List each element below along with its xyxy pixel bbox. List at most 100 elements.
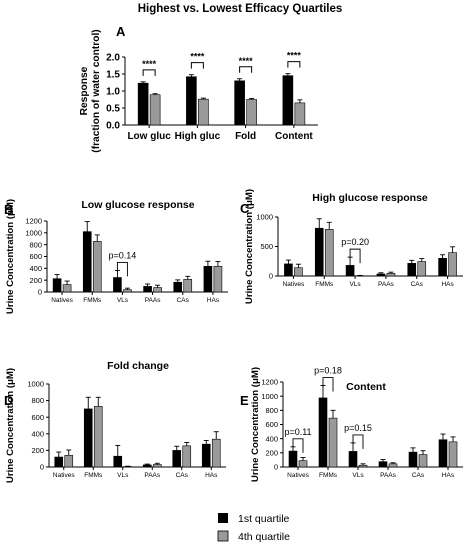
bar-1st-quartile: [438, 439, 448, 468]
x-tick-label: HAs: [442, 472, 455, 479]
x-tick-label: VLs: [349, 281, 361, 288]
bar-1st-quartile: [113, 277, 122, 293]
y-tick-label: 1000: [27, 380, 44, 389]
bar-1st-quartile: [186, 76, 197, 126]
bar-1st-quartile: [284, 263, 293, 277]
bar-1st-quartile: [345, 265, 355, 277]
significance-bracket: [190, 62, 204, 69]
bar-4th-quartile: [448, 252, 457, 277]
y-axis-label: Urine Concentration (μM): [244, 189, 255, 304]
significance-bracket: [287, 61, 301, 68]
y-tick-label: 0.0: [106, 121, 120, 132]
x-tick-label: PAAs: [145, 297, 162, 304]
y-tick-label: 0.5: [106, 104, 120, 115]
panel-letter: B: [4, 202, 13, 217]
bar-4th-quartile: [182, 445, 192, 468]
chart-title: Highest vs. Lowest Efficacy Quartiles: [138, 3, 343, 15]
bar-1st-quartile: [54, 456, 64, 468]
chart-title: High glucose response: [312, 192, 428, 204]
x-tick-label: CAs: [412, 472, 425, 479]
panel-letter: D: [4, 393, 13, 408]
bar-1st-quartile: [282, 75, 294, 126]
legend-swatch-4th-quartile: [217, 530, 229, 542]
bar-4th-quartile: [328, 417, 338, 468]
y-axis-label: Urine Concentration (μM): [5, 368, 16, 483]
chart-title: Content: [346, 381, 386, 393]
bar-4th-quartile: [198, 98, 209, 126]
significance-bracket: [322, 377, 334, 392]
y-axis-label: Urine Concentration (μM): [5, 199, 16, 314]
p-value-label: p=0.15: [344, 423, 372, 433]
bar-1st-quartile: [83, 408, 93, 468]
chart-title: Fold change: [107, 360, 169, 372]
bar-4th-quartile: [324, 229, 334, 277]
y-tick-label: 1000: [261, 392, 278, 401]
x-tick-label: FMMs: [83, 297, 102, 304]
bar-1st-quartile: [348, 451, 358, 468]
bar-4th-quartile: [123, 289, 132, 293]
bar-4th-quartile: [418, 454, 428, 468]
x-tick-label: HAs: [441, 281, 454, 288]
bar-4th-quartile: [358, 464, 368, 468]
bar-1st-quartile: [113, 455, 123, 468]
y-tick-label: 1000: [256, 213, 273, 222]
x-tick-label: HAs: [205, 472, 218, 479]
y-tick-label: 600: [29, 252, 42, 261]
y-tick-label: 800: [29, 240, 42, 249]
legend-swatch-1st-quartile: [218, 513, 228, 523]
bar-1st-quartile: [142, 464, 152, 468]
x-tick-label: CAs: [411, 281, 424, 288]
y-tick-label: 0: [38, 288, 42, 297]
bar-4th-quartile: [298, 460, 308, 468]
bar-1st-quartile: [407, 263, 417, 277]
bar-1st-quartile: [378, 461, 388, 468]
bar-4th-quartile: [211, 438, 221, 468]
legend-label-1st-quartile: 1st quartile: [238, 513, 290, 525]
bar-4th-quartile: [386, 273, 396, 277]
y-tick-label: 1000: [25, 228, 42, 237]
x-tick-label: VLs: [117, 297, 129, 304]
y-tick-label: 600: [31, 413, 44, 422]
bar-1st-quartile: [82, 231, 92, 293]
y-axis-label: (fraction of water control): [91, 29, 102, 152]
bar-1st-quartile: [408, 451, 418, 468]
significance-bracket: [142, 69, 156, 76]
bar-4th-quartile: [417, 261, 427, 277]
bar-1st-quartile: [172, 450, 182, 468]
x-tick-label: VLs: [352, 472, 364, 479]
y-tick-label: 0: [40, 463, 44, 472]
x-tick-label: Fold: [235, 131, 256, 142]
bar-1st-quartile: [137, 82, 149, 126]
p-value-label: p=0.14: [109, 250, 137, 260]
bar-1st-quartile: [203, 265, 213, 293]
y-tick-label: 500: [260, 242, 273, 251]
y-tick-label: 0: [274, 463, 278, 472]
bar-4th-quartile: [92, 241, 102, 293]
y-tick-label: 1200: [261, 378, 278, 387]
significance-bracket: [116, 261, 128, 277]
y-tick-label: 1.0: [106, 87, 120, 98]
x-tick-label: VLs: [117, 472, 129, 479]
x-tick-label: Natives: [287, 472, 309, 479]
bar-4th-quartile: [64, 455, 74, 468]
legend-label-4th-quartile: 4th quartile: [238, 531, 290, 543]
bar-4th-quartile: [93, 406, 103, 468]
significance-label: ****: [142, 59, 157, 69]
bar-4th-quartile: [62, 284, 72, 293]
panel-d: D Fold change Urine Concentration (μM) 0 200…: [4, 360, 226, 483]
bar-4th-quartile: [183, 278, 193, 293]
panel-a: A Highest vs. Lowest Efficacy Quartiles Re…: [79, 3, 342, 153]
p-value-label: p=0.20: [341, 237, 369, 247]
panel-letter: C: [240, 201, 250, 216]
bar-4th-quartile: [246, 99, 257, 126]
y-tick-label: 200: [265, 448, 278, 457]
p-value-label: p=0.18: [314, 366, 342, 376]
y-tick-label: 400: [29, 264, 42, 273]
x-tick-label: PAAs: [144, 472, 161, 479]
panel-e: E Content Urine Concentration (μM) 0 200 400 6…: [240, 366, 463, 482]
x-tick-label: CAs: [177, 297, 190, 304]
significance-bracket: [239, 66, 253, 73]
y-tick-label: 2.0: [106, 53, 120, 64]
bar-4th-quartile: [388, 463, 398, 468]
